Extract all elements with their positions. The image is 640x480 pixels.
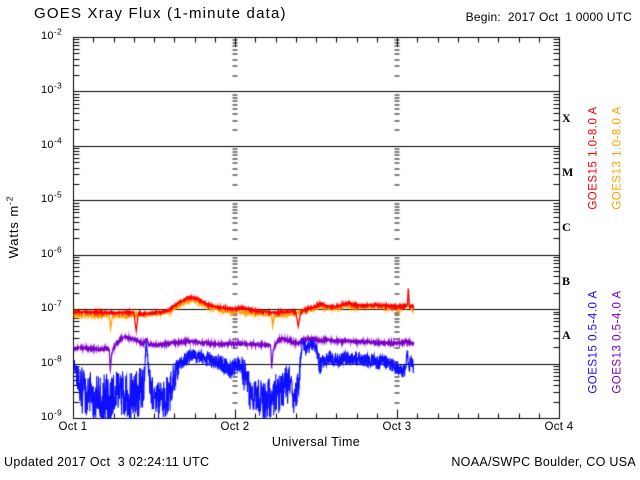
y-tick-label: 10-9 <box>40 407 62 423</box>
y-axis-title: Watts m-2 <box>4 195 21 259</box>
x-tick-label: Oct 3 <box>382 421 412 433</box>
chart-title: GOES Xray Flux (1-minute data) <box>34 5 287 22</box>
y-tick-label: 10-2 <box>40 26 62 42</box>
x-tick-label: Oct 4 <box>544 421 574 433</box>
series-label-goes13-0-5-4-0-a: GOES13 0.5-4.0 A <box>611 290 624 394</box>
flux-class-label-c: C <box>562 219 571 234</box>
x-tick-label: Oct 1 <box>58 421 88 433</box>
y-tick-label: 10-7 <box>40 298 62 315</box>
y-tick-label: 10-4 <box>40 135 62 151</box>
y-axis-title-exponent: -2 <box>4 195 15 205</box>
flux-class-label-m: M <box>562 165 574 180</box>
updated-timestamp: Updated 2017 Oct 3 02:24:11 UTC <box>4 455 210 469</box>
y-tick-label: 10-3 <box>40 80 62 97</box>
y-axis-title-base: Watts m <box>5 204 21 259</box>
y-tick-label: 10-6 <box>40 244 62 260</box>
flux-class-label-a: A <box>562 328 571 343</box>
series-label-goes15-0-5-4-0-a: GOES15 0.5-4.0 A <box>587 290 600 394</box>
x-tick-label: Oct 2 <box>220 421 250 433</box>
flux-class-label-x: X <box>562 110 571 125</box>
credit-label: NOAA/SWPC Boulder, CO USA <box>451 455 636 469</box>
begin-time-label: Begin: 2017 Oct 1 0000 UTC <box>465 10 632 24</box>
flux-class-label-b: B <box>562 273 571 288</box>
y-tick-label: 10-8 <box>40 352 62 369</box>
y-tick-label: 10-5 <box>40 189 62 206</box>
series-label-goes13-1-0-8-0-a: GOES13 1.0-8.0 A <box>611 106 624 210</box>
x-axis-title: Universal Time <box>271 435 361 449</box>
series-label-goes15-1-0-8-0-a: GOES15 1.0-8.0 A <box>587 106 600 210</box>
